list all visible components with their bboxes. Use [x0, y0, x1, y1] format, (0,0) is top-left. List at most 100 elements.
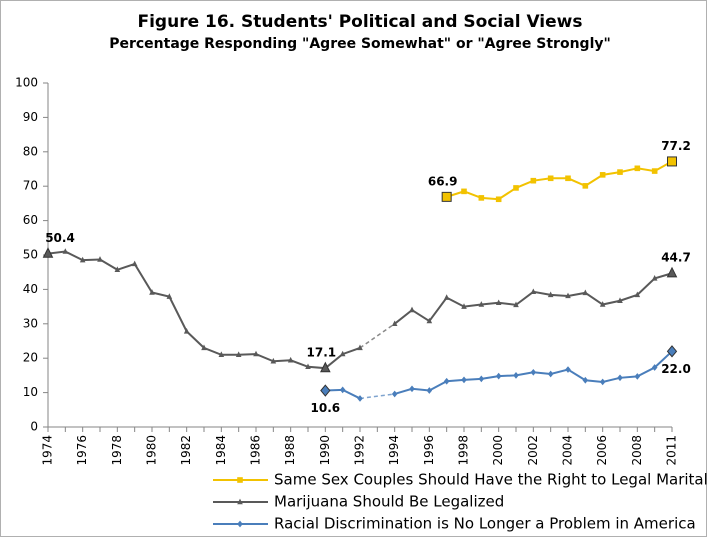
data-point: [582, 289, 589, 296]
data-label: 66.9: [428, 174, 458, 188]
legend-marker: [237, 498, 243, 505]
data-point: [235, 351, 242, 357]
data-point: [513, 301, 519, 308]
data-point: [478, 301, 485, 307]
data-label: 22.0: [661, 362, 691, 376]
data-point: [495, 299, 502, 306]
data-point: [461, 303, 467, 309]
data-point: [391, 390, 398, 398]
data-point: [339, 350, 346, 357]
data-point: [513, 372, 519, 379]
data-point: [443, 377, 450, 385]
data-point: [565, 366, 571, 373]
data-point: [461, 188, 467, 195]
x-tick-label: 1976: [75, 435, 89, 466]
data-label: 50.4: [45, 231, 75, 245]
data-point: [565, 175, 571, 182]
data-point: [270, 357, 277, 364]
data-point: [357, 344, 363, 351]
data-point: [495, 372, 502, 380]
data-point: [599, 301, 606, 307]
data-point: [599, 172, 606, 178]
data-point: [114, 266, 121, 273]
chart-title: Figure 16. Students' Political and Socia…: [137, 12, 582, 32]
data-point: [391, 320, 398, 327]
legend-marker: [237, 520, 243, 528]
data-point: [287, 356, 294, 363]
data-point: [42, 247, 54, 258]
data-point: [201, 344, 207, 351]
data-label: 10.6: [311, 401, 341, 415]
data-point: [666, 345, 678, 358]
x-tick-label: 2002: [526, 435, 540, 466]
data-point: [666, 266, 678, 278]
data-point: [320, 384, 331, 397]
data-point: [565, 292, 571, 299]
x-tick-label: 1986: [249, 435, 263, 466]
data-point: [547, 291, 554, 298]
data-point: [357, 395, 363, 402]
data-point: [667, 156, 677, 167]
chart-subtitle: Percentage Responding "Agree Somewhat" o…: [109, 36, 611, 52]
data-point: [426, 387, 433, 394]
data-point: [617, 297, 623, 303]
x-tick-label: 1978: [110, 435, 124, 466]
data-point: [166, 293, 173, 299]
data-point: [409, 306, 415, 313]
x-tick-label: 2006: [595, 435, 609, 466]
data-point: [651, 168, 658, 174]
x-tick-label: 1984: [214, 435, 228, 466]
legend-label: Same Sex Couples Should Have the Right t…: [274, 471, 707, 489]
data-point: [461, 376, 467, 384]
legend-label: Racial Discrimination is No Longer a Pro…: [274, 515, 696, 533]
data-point: [131, 260, 138, 267]
data-point: [634, 165, 641, 172]
data-point: [218, 351, 225, 357]
data-point: [305, 363, 311, 370]
legend-label: Marijuana Should Be Legalized: [274, 493, 504, 511]
y-tick-label: 60: [23, 213, 38, 227]
data-point: [530, 288, 537, 295]
data-point: [478, 195, 485, 201]
data-point: [183, 328, 190, 334]
data-point: [97, 256, 103, 262]
data-point: [651, 364, 658, 371]
legend-marker: [237, 477, 243, 483]
data-label: 77.2: [661, 139, 691, 153]
data-point: [547, 370, 554, 378]
data-point: [478, 375, 485, 383]
series-line: [446, 160, 673, 201]
data-point: [409, 385, 415, 393]
data-point: [426, 317, 433, 324]
y-tick-label: 40: [23, 282, 38, 296]
x-tick-label: 1980: [145, 435, 159, 466]
data-point: [582, 183, 589, 189]
data-label: 44.7: [661, 251, 691, 265]
data-point: [443, 294, 450, 300]
x-tick-label: 1988: [283, 435, 297, 466]
data-point: [634, 373, 641, 380]
data-point: [79, 256, 86, 263]
x-tick-label: 2011: [665, 435, 679, 466]
y-tick-label: 30: [23, 316, 38, 330]
data-point: [617, 374, 623, 382]
y-tick-label: 80: [23, 144, 38, 158]
data-point: [547, 175, 554, 182]
x-tick-label: 2004: [561, 435, 575, 466]
y-tick-label: 100: [15, 76, 38, 90]
data-point: [253, 350, 259, 357]
y-tick-label: 10: [23, 385, 38, 399]
y-tick-label: 50: [23, 248, 38, 262]
data-point: [634, 291, 641, 298]
data-point: [62, 248, 69, 254]
gap-connector: [359, 323, 396, 349]
x-tick-label: 1996: [422, 435, 436, 466]
y-tick-label: 20: [23, 351, 38, 365]
x-tick-label: 1974: [41, 435, 55, 466]
data-point: [513, 185, 519, 191]
data-point: [530, 368, 537, 376]
data-point: [149, 289, 155, 295]
x-tick-label: 1982: [179, 435, 193, 466]
data-point: [339, 386, 346, 394]
